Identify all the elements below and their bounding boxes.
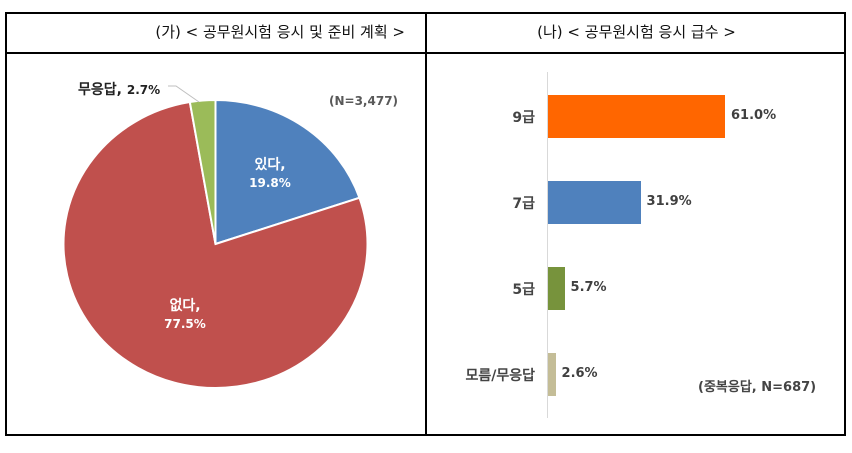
bar-value-label: 5.7% xyxy=(570,280,607,295)
bar-value-label: 61.0% xyxy=(731,108,777,123)
bar-value-label: 31.9% xyxy=(646,194,692,209)
bar-value-label: 2.6% xyxy=(561,366,598,381)
bar xyxy=(548,353,556,396)
bar xyxy=(548,95,725,138)
pie-label-none-response: 무응답, 2.7% xyxy=(78,82,161,98)
bar-category-label: 7급 xyxy=(512,196,535,212)
bar-note: (중복응답, N=687) xyxy=(698,380,817,395)
bar xyxy=(548,267,565,310)
pie-slice-none-response xyxy=(188,98,217,245)
panel-divider xyxy=(425,12,427,436)
bar-chart-title: (나) < 공무원시험 응시 급수 > xyxy=(537,23,736,41)
pie-label-yes: 있다, 19.8% xyxy=(249,157,291,190)
pie-chart-title: (가) < 공무원시험 응시 및 준비 계획 > xyxy=(155,23,405,41)
pie-slice-yes xyxy=(214,98,361,246)
bar-category-label: 9급 xyxy=(512,110,535,126)
bar xyxy=(548,181,641,224)
bar-category-label: 5급 xyxy=(512,282,535,298)
leader-line xyxy=(168,85,200,103)
pie-label-no: 없다, 77.5% xyxy=(164,298,206,331)
pie-slice-no xyxy=(62,100,369,389)
pie-note: (N=3,477) xyxy=(329,94,399,108)
bar-category-label: 모름/무응답 xyxy=(465,368,535,384)
